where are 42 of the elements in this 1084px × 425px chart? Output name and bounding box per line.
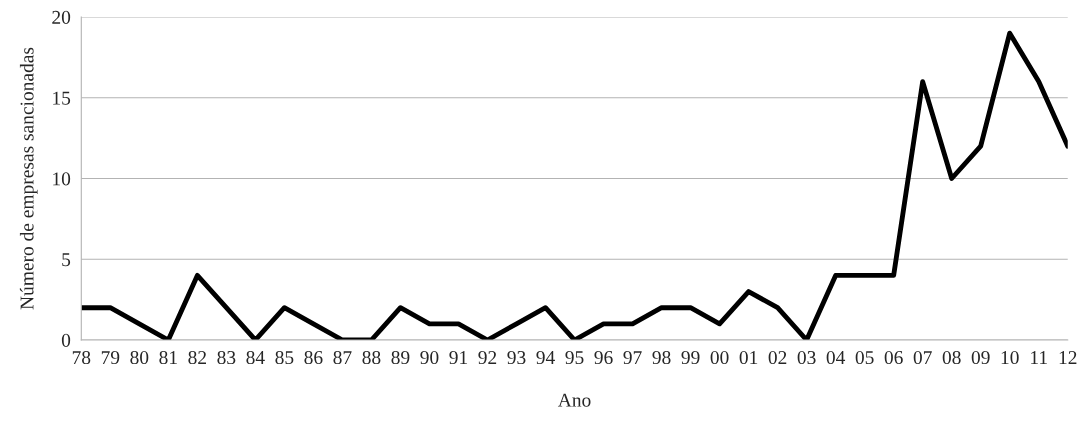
x-tick-label: 92 (478, 351, 497, 365)
x-tick-label: 82 (188, 350, 206, 365)
x-tick-label: 08 (942, 350, 961, 365)
x-tick-label: 01 (739, 350, 758, 365)
x-tick-label: 09 (971, 350, 990, 365)
y-tick-label: 20 (52, 10, 71, 24)
x-tick-label: 81 (159, 350, 177, 365)
x-tick-label: 84 (246, 350, 265, 365)
x-tick-label: 88 (362, 350, 381, 365)
x-tick-label: 89 (391, 350, 410, 365)
y-tick-label: 10 (53, 172, 71, 186)
x-tick-label: 05 (855, 350, 874, 365)
x-tick-label: 87 (333, 350, 352, 365)
y-axis-title: Número de empresas sancionadas (19, 47, 38, 310)
x-tick-label: 07 (913, 350, 932, 365)
x-tick-label: 10 (1001, 350, 1019, 365)
x-tick-label: 98 (652, 350, 671, 365)
x-tick-label: 93 (507, 351, 526, 365)
x-tick-label: 83 (217, 350, 236, 365)
x-tick-label: 12 (1059, 351, 1077, 364)
x-tick-label: 04 (826, 350, 846, 365)
y-tick-label: 0 (61, 333, 71, 347)
x-tick-label: 97 (623, 351, 642, 365)
y-tick-label: 15 (53, 91, 71, 105)
x-tick-label: 86 (304, 350, 323, 365)
x-tick-label: 95 (565, 351, 584, 365)
x-tick-label: 85 (275, 350, 294, 365)
x-tick-label: 03 (797, 350, 816, 365)
x-axis-title: Ano (557, 393, 591, 407)
x-tick-label: 91 (449, 351, 468, 365)
x-tick-label: 90 (420, 350, 439, 365)
x-tick-label: 80 (130, 350, 149, 365)
x-tick-label: 94 (536, 351, 555, 365)
x-tick-label: 99 (681, 351, 700, 365)
x-tick-label: 02 (768, 350, 787, 365)
x-tick-label: 00 (710, 350, 729, 365)
x-tick-label: 96 (594, 351, 613, 365)
x-tick-label: 11 (1031, 351, 1047, 364)
x-tick-label: 79 (101, 351, 120, 365)
x-tick-label: 06 (884, 350, 903, 365)
x-tick-label: 78 (72, 350, 91, 365)
y-tick-label: 5 (62, 253, 71, 267)
